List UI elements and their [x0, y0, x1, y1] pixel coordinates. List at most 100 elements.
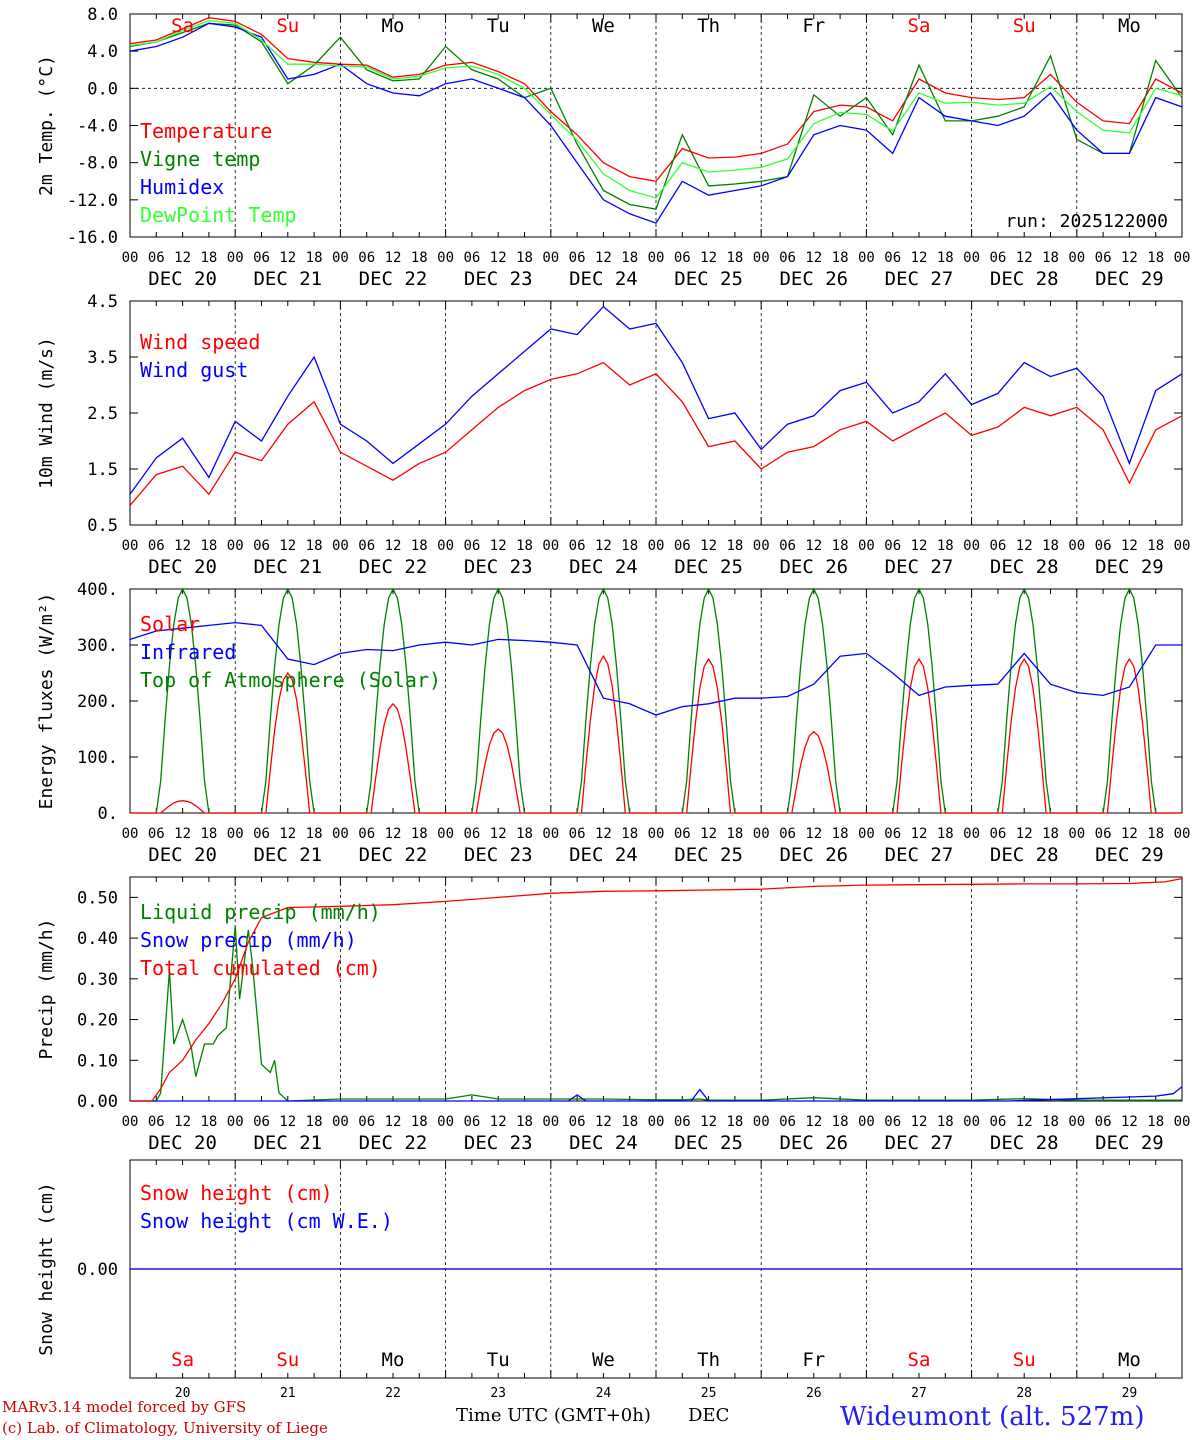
time-tick-label: 06 — [989, 826, 1006, 842]
lab-credit: (c) Lab. of Climatology, University of L… — [2, 1419, 328, 1437]
time-tick-label: 06 — [463, 826, 480, 842]
time-tick-label: 12 — [490, 538, 507, 554]
time-tick-label: 00 — [227, 826, 244, 842]
date-label: DEC 23 — [464, 1132, 533, 1154]
time-tick-label: 06 — [779, 826, 796, 842]
time-tick-label: 18 — [726, 826, 743, 842]
time-tick-label: 06 — [1095, 826, 1112, 842]
day-number-label: 24 — [596, 1386, 612, 1401]
y-tick-label: 100. — [77, 748, 118, 768]
time-tick-label: 18 — [1042, 1114, 1059, 1130]
weekday-label-top: Sa — [908, 15, 931, 37]
weekday-label-top: Th — [697, 15, 720, 37]
weekday-label-bottom: Tu — [487, 1349, 510, 1371]
weekday-label-top: We — [592, 15, 615, 37]
time-tick-label: 00 — [542, 1114, 559, 1130]
date-label: DEC 21 — [253, 1132, 322, 1154]
time-tick-label: 00 — [753, 538, 770, 554]
weekday-label-top: Mo — [382, 15, 405, 37]
time-tick-label: 18 — [306, 538, 323, 554]
plot-frame-energy — [129, 588, 1183, 814]
time-tick-label: 18 — [937, 1114, 954, 1130]
time-tick-label: 18 — [937, 826, 954, 842]
date-label: DEC 23 — [464, 844, 533, 866]
y-axis-title: Energy fluxes (W/m²) — [36, 593, 57, 810]
date-label: DEC 22 — [359, 1132, 428, 1154]
time-tick-label: 00 — [963, 1114, 980, 1130]
time-tick-label: 00 — [332, 250, 349, 266]
time-tick-label: 12 — [700, 826, 717, 842]
time-tick-label: 18 — [1147, 826, 1164, 842]
time-tick-label: 12 — [174, 538, 191, 554]
time-tick-label: 18 — [306, 826, 323, 842]
day-number-label: 27 — [911, 1386, 927, 1401]
time-tick-label: 06 — [569, 250, 586, 266]
legend-infrared: Infrared — [140, 640, 236, 664]
date-label: DEC 29 — [1095, 844, 1164, 866]
date-label: DEC 22 — [359, 556, 428, 578]
time-tick-label: 06 — [1095, 250, 1112, 266]
x-axis-label: Time UTC (GMT+0h) — [456, 1405, 651, 1426]
date-label: DEC 23 — [464, 556, 533, 578]
time-tick-label: 18 — [1042, 250, 1059, 266]
date-label: DEC 28 — [990, 556, 1059, 578]
time-tick-label: 18 — [1042, 826, 1059, 842]
time-tick-label: 00 — [648, 1114, 665, 1130]
time-tick-label: 00 — [1068, 250, 1085, 266]
y-axis-title: 2m Temp. (°C) — [36, 55, 57, 196]
time-tick-label: 12 — [700, 1114, 717, 1130]
time-tick-label: 06 — [779, 1114, 796, 1130]
series-infrared — [129, 621, 1182, 716]
run-label: run: 2025122000 — [1005, 211, 1168, 232]
legend-solar: Solar — [140, 612, 200, 636]
time-tick-label: 00 — [332, 1114, 349, 1130]
time-tick-label: 00 — [542, 538, 559, 554]
time-tick-label: 12 — [385, 826, 402, 842]
y-tick-label: 0.00 — [77, 1260, 118, 1280]
time-tick-label: 18 — [832, 826, 849, 842]
time-tick-label: 18 — [200, 538, 217, 554]
time-tick-label: 00 — [753, 1114, 770, 1130]
time-tick-label: 00 — [332, 538, 349, 554]
time-tick-label: 18 — [1147, 1114, 1164, 1130]
date-label: DEC 25 — [674, 268, 743, 290]
date-label: DEC 24 — [569, 268, 638, 290]
time-tick-label: 12 — [911, 538, 928, 554]
date-label: DEC 26 — [779, 556, 848, 578]
day-number-label: 28 — [1016, 1386, 1032, 1401]
series-top-of-atmosphere — [130, 587, 1182, 814]
time-tick-label: 12 — [700, 250, 717, 266]
weekday-label-top: Sa — [171, 15, 194, 37]
date-label: DEC 29 — [1095, 268, 1164, 290]
day-number-label: 20 — [175, 1386, 191, 1401]
weekday-label-bottom: Su — [1013, 1349, 1036, 1371]
time-tick-label: 12 — [174, 826, 191, 842]
time-tick-label: 06 — [148, 826, 165, 842]
time-tick-label: 12 — [490, 250, 507, 266]
time-tick-label: 12 — [385, 250, 402, 266]
time-tick-label: 06 — [989, 250, 1006, 266]
y-tick-label: 0.5 — [87, 516, 118, 536]
time-tick-label: 00 — [332, 826, 349, 842]
time-tick-label: 18 — [1042, 538, 1059, 554]
date-label: DEC 29 — [1095, 1132, 1164, 1154]
weekday-label-bottom: Fr — [802, 1349, 825, 1371]
time-tick-label: 12 — [490, 826, 507, 842]
legend-snow-precip-mm-h-: Snow precip (mm/h) — [140, 928, 357, 952]
day-number-label: 22 — [385, 1386, 401, 1401]
time-tick-label: 06 — [148, 538, 165, 554]
time-tick-label: 06 — [253, 826, 270, 842]
time-tick-label: 12 — [1121, 826, 1138, 842]
legend-total-cumulated-cm-: Total cumulated (cm) — [140, 956, 381, 980]
date-label: DEC 27 — [885, 844, 954, 866]
y-tick-label: 0.40 — [77, 929, 118, 949]
date-label: DEC 22 — [359, 268, 428, 290]
y-tick-label: 300. — [77, 636, 118, 656]
y-tick-label: 0.50 — [77, 888, 118, 908]
weekday-label-top: Tu — [487, 15, 510, 37]
time-tick-label: 06 — [884, 826, 901, 842]
y-tick-label: 4.5 — [87, 292, 118, 312]
date-label: DEC 26 — [779, 844, 848, 866]
weekday-label-top: Su — [276, 15, 299, 37]
time-tick-label: 18 — [726, 1114, 743, 1130]
